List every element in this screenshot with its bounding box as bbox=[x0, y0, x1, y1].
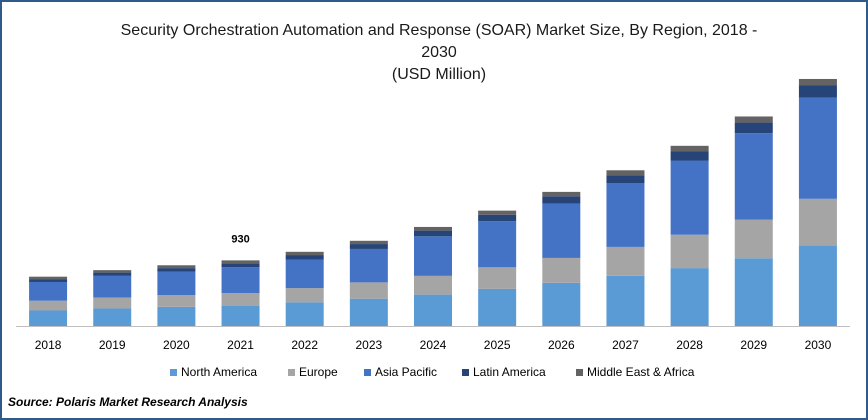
bar-2018-europe bbox=[29, 300, 68, 311]
bar-2021-asia-pacific bbox=[221, 267, 260, 293]
bar-2019-asia-pacific bbox=[93, 275, 132, 298]
bar-2021-latin-america bbox=[221, 263, 260, 268]
bar-2026-north-america bbox=[542, 282, 581, 326]
bar-2025-middle-east-africa bbox=[478, 210, 517, 215]
bar-2026-europe bbox=[542, 257, 581, 283]
bar-2024-north-america bbox=[414, 294, 452, 326]
bar-2019-north-america bbox=[93, 308, 132, 326]
chart-title: Security Orchestration Automation and Re… bbox=[94, 20, 784, 86]
bar-2030-asia-pacific bbox=[798, 97, 837, 199]
x-tick-label: 2022 bbox=[291, 338, 318, 352]
bar-2018-asia-pacific bbox=[29, 281, 68, 301]
bar-2026-asia-pacific bbox=[542, 203, 581, 258]
bar-2021-middle-east-africa bbox=[221, 260, 260, 264]
bar-2020-middle-east-africa bbox=[157, 265, 196, 269]
bar-2028-middle-east-africa bbox=[670, 145, 709, 152]
bar-2018-middle-east-africa bbox=[29, 276, 68, 280]
bar-2025-north-america bbox=[478, 288, 517, 326]
legend-label: North America bbox=[181, 365, 257, 379]
bar-2029-middle-east-africa bbox=[734, 116, 773, 123]
bar-2030-north-america bbox=[798, 245, 837, 326]
bar-2023-europe bbox=[349, 282, 388, 299]
legend-swatch-middle-east-africa bbox=[576, 369, 583, 376]
bar-2023-middle-east-africa bbox=[349, 240, 388, 245]
chart-title-line2: 2030 bbox=[421, 44, 457, 61]
bar-2027-latin-america bbox=[606, 175, 645, 184]
bar-2027-north-america bbox=[606, 275, 645, 326]
bar-2019-middle-east-africa bbox=[93, 270, 132, 273]
bar-2020-north-america bbox=[157, 306, 196, 326]
bar-2026-latin-america bbox=[542, 196, 581, 204]
bar-2025-europe bbox=[478, 267, 517, 289]
bar-2030-middle-east-africa bbox=[798, 78, 837, 86]
bar-2018-latin-america bbox=[29, 279, 68, 282]
legend-label: Latin America bbox=[473, 365, 546, 379]
bar-2022-europe bbox=[285, 288, 324, 303]
x-tick-label: 2026 bbox=[548, 338, 575, 352]
x-tick-label: 2025 bbox=[484, 338, 511, 352]
x-tick-label: 2020 bbox=[163, 338, 190, 352]
legend-label: Middle East & Africa bbox=[587, 365, 695, 379]
x-tick-label: 2023 bbox=[355, 338, 382, 352]
bar-2018-north-america bbox=[29, 310, 68, 326]
bar-2024-latin-america bbox=[414, 230, 452, 237]
bar-2020-asia-pacific bbox=[157, 271, 196, 296]
bar-2024-asia-pacific bbox=[414, 236, 452, 276]
x-tick-label: 2018 bbox=[35, 338, 62, 352]
data-label-2021: 930 bbox=[231, 233, 249, 245]
legend-label: Europe bbox=[299, 365, 338, 379]
legend-swatch-latin-america bbox=[462, 369, 469, 376]
bar-2029-europe bbox=[734, 219, 773, 259]
bar-2029-latin-america bbox=[734, 122, 773, 134]
legend-label: Asia Pacific bbox=[375, 365, 437, 379]
legend-swatch-asia-pacific bbox=[364, 369, 371, 376]
source-note: Source: Polaris Market Research Analysis bbox=[8, 395, 248, 409]
bar-2020-europe bbox=[157, 295, 196, 307]
x-tick-label: 2021 bbox=[227, 338, 254, 352]
bar-2023-asia-pacific bbox=[349, 248, 388, 283]
bar-2024-europe bbox=[414, 275, 452, 295]
x-tick-label: 2029 bbox=[740, 338, 767, 352]
bar-2022-latin-america bbox=[285, 255, 324, 260]
bar-2019-europe bbox=[93, 297, 132, 309]
x-tick-label: 2030 bbox=[805, 338, 832, 352]
bar-2029-north-america bbox=[734, 258, 773, 326]
bar-2022-middle-east-africa bbox=[285, 251, 324, 256]
bar-2020-latin-america bbox=[157, 268, 196, 272]
x-tick-label: 2027 bbox=[612, 338, 639, 352]
bar-2024-middle-east-africa bbox=[414, 226, 452, 231]
chart-title-line1: Security Orchestration Automation and Re… bbox=[120, 22, 758, 39]
x-tick-label: 2019 bbox=[99, 338, 126, 352]
bar-2021-europe bbox=[221, 292, 260, 306]
bar-2027-asia-pacific bbox=[606, 183, 645, 247]
bar-2023-north-america bbox=[349, 298, 388, 326]
bar-2019-latin-america bbox=[93, 272, 132, 276]
bar-2027-middle-east-africa bbox=[606, 170, 645, 176]
bar-2029-asia-pacific bbox=[734, 133, 773, 220]
bar-2027-europe bbox=[606, 246, 645, 276]
x-tick-label: 2024 bbox=[420, 338, 447, 352]
bar-2030-latin-america bbox=[798, 85, 837, 98]
bar-2028-asia-pacific bbox=[670, 160, 709, 235]
bar-2028-europe bbox=[670, 234, 709, 269]
bar-2021-north-america bbox=[221, 305, 260, 326]
bar-2028-north-america bbox=[670, 268, 709, 326]
bar-2022-north-america bbox=[285, 302, 324, 326]
bar-2023-latin-america bbox=[349, 244, 388, 249]
bar-2026-middle-east-africa bbox=[542, 191, 581, 197]
legend-swatch-europe bbox=[288, 369, 295, 376]
bar-2028-latin-america bbox=[670, 151, 709, 161]
bar-2025-latin-america bbox=[478, 214, 517, 222]
x-tick-label: 2028 bbox=[676, 338, 703, 352]
legend-swatch-north-america bbox=[170, 369, 177, 376]
bar-2022-asia-pacific bbox=[285, 259, 324, 289]
chart-subtitle: (USD Million) bbox=[391, 66, 487, 83]
bar-2030-europe bbox=[798, 198, 837, 246]
bar-2025-asia-pacific bbox=[478, 221, 517, 268]
